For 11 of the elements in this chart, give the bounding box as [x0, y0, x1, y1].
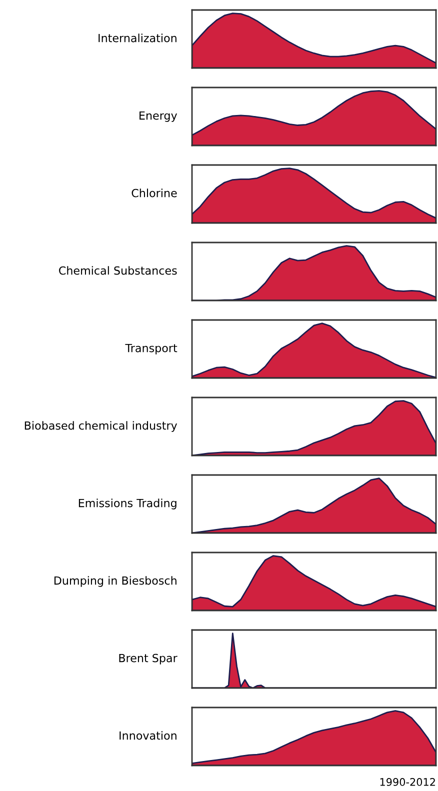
text: Chemical Substances	[59, 266, 177, 275]
text: Biobased chemical industry	[24, 421, 178, 432]
text: Innovation	[120, 731, 176, 740]
text: Emissions Trading	[78, 498, 176, 510]
text: Chlorine	[132, 188, 177, 198]
x-axis-title: 1990-2012	[380, 778, 435, 786]
text: Energy	[140, 111, 178, 122]
text: Dumping in Biesbosch	[54, 576, 176, 587]
text: Internalization	[98, 34, 176, 42]
text: Transport	[125, 344, 178, 354]
text: Brent Spar	[119, 654, 178, 664]
